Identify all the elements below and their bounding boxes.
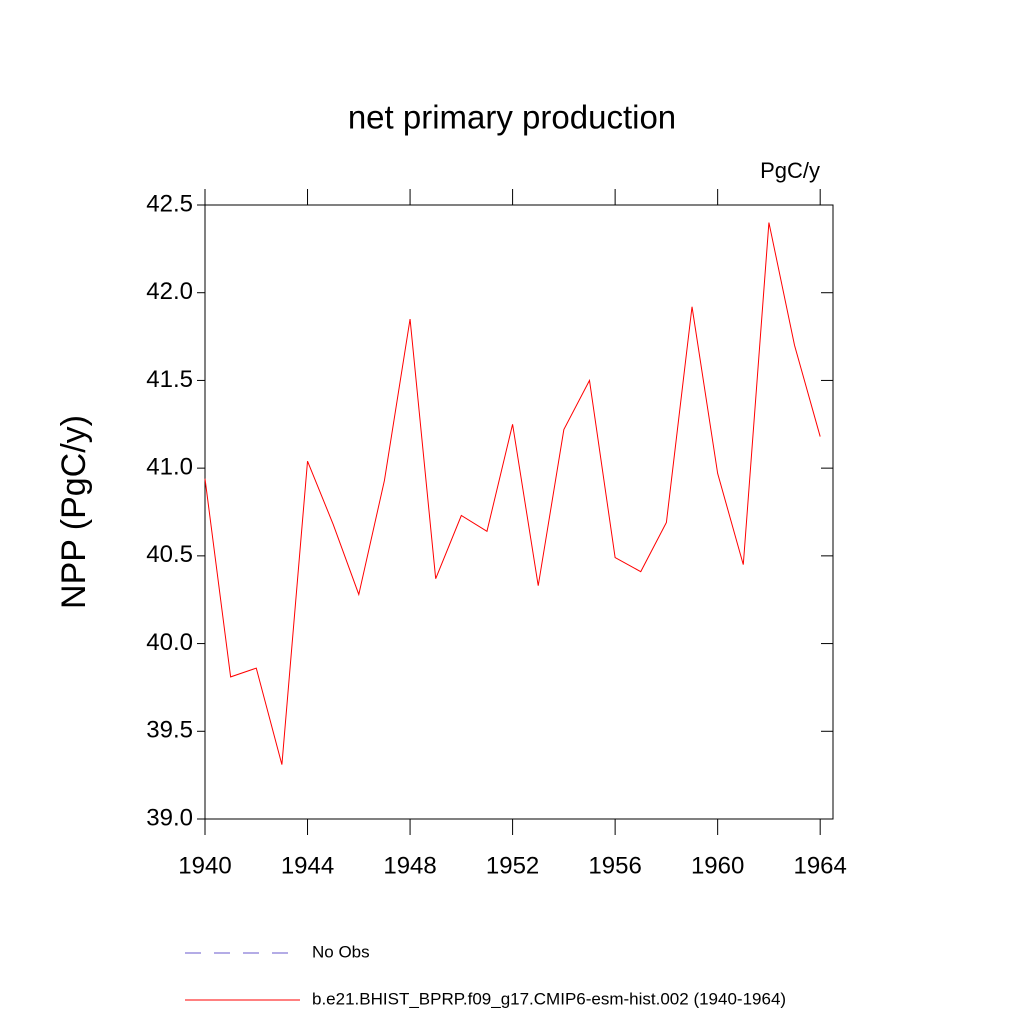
- x-tick-label: 1948: [383, 852, 436, 879]
- y-tick-label: 41.0: [146, 453, 193, 480]
- y-tick-label: 39.5: [146, 717, 193, 744]
- chart-title: net primary production: [348, 99, 676, 136]
- x-tick-label: 1964: [793, 852, 846, 879]
- y-tick-label: 40.0: [146, 629, 193, 656]
- x-tick-label: 1952: [486, 852, 539, 879]
- chart-subtitle: PgC/y: [760, 158, 820, 183]
- y-tick-label: 40.5: [146, 541, 193, 568]
- legend-label: b.e21.BHIST_BPRP.f09_g17.CMIP6-esm-hist.…: [312, 989, 786, 1008]
- y-tick-label: 41.5: [146, 366, 193, 393]
- y-tick-label: 42.0: [146, 278, 193, 305]
- legend-label: No Obs: [312, 942, 370, 961]
- series-line: [204, 222, 821, 765]
- y-axis-label: NPP (PgC/y): [55, 415, 93, 609]
- x-tick-label: 1956: [588, 852, 641, 879]
- x-tick-label: 1960: [691, 852, 744, 879]
- y-tick-label: 39.0: [146, 804, 193, 831]
- x-tick-label: 1940: [178, 852, 231, 879]
- y-tick-label: 42.5: [146, 190, 193, 217]
- plot-frame: [204, 204, 834, 820]
- x-tick-label: 1944: [281, 852, 334, 879]
